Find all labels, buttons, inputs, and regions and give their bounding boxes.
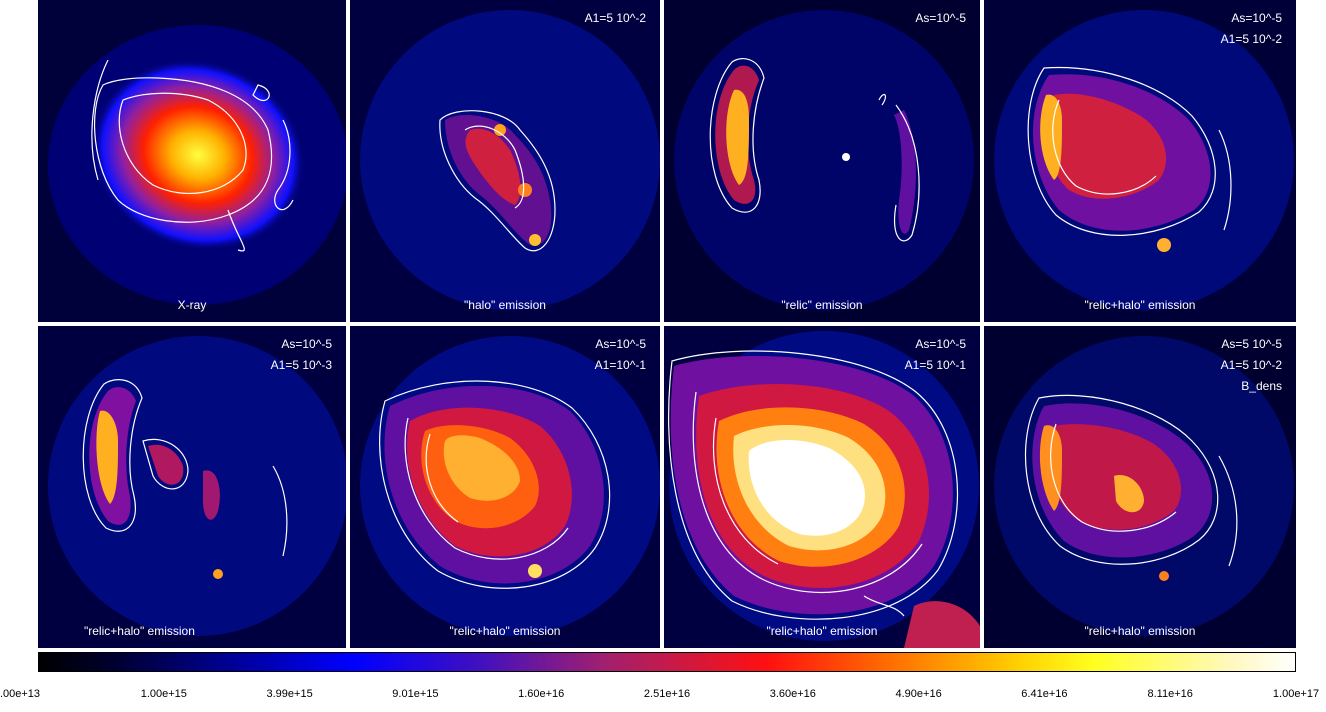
colorbar-tick-label: 6.41e+16 xyxy=(1021,688,1068,700)
colorbar-tick-label: 2.51e+16 xyxy=(643,688,691,700)
colorbar-tick-label: 9.01e+15 xyxy=(392,688,439,700)
panel-relichalo-c: As=10^-5 A1=10^-1 "relic+halo" emission xyxy=(350,326,660,648)
colorbar-tick-label: 1.60e+16 xyxy=(518,688,565,700)
panel-label-bottom: "relic+halo" emission xyxy=(766,624,878,638)
panel-label-top: As=10^-5 A1=5 10^-3 xyxy=(270,337,332,372)
panel-label-bottom: "relic+halo" emission xyxy=(1084,298,1196,312)
panel-halo: A1=5 10^-2 "halo" emission xyxy=(350,0,660,322)
panel-label-bottom: "halo" emission xyxy=(464,298,546,312)
relichalo-a-map xyxy=(984,0,1296,322)
relichalo-d-map xyxy=(664,326,980,648)
panel-label-top: As=10^-5 A1=10^-1 xyxy=(594,337,646,372)
panel-label-bottom: "relic+halo" emission xyxy=(449,624,561,638)
relichalo-c-map xyxy=(350,326,660,648)
panel-relic: As=10^-5 "relic" emission xyxy=(664,0,980,322)
panel-label-bottom: "relic+halo" emission xyxy=(1084,624,1196,638)
panel-label-bottom: X-ray xyxy=(177,298,207,312)
panel-relichalo-d: As=10^-5 A1=5 10^-1 "relic+halo" emission xyxy=(664,326,980,648)
panel-relichalo-a: As=10^-5 A1=5 10^-2 "relic+halo" emission xyxy=(984,0,1296,322)
colorbar-ticks: .00e+13 1.00e+15 3.99e+15 9.01e+15 1.60e+16 2… xyxy=(0,688,1326,708)
panel-label-top: As=10^-5 A1=5 10^-1 xyxy=(904,337,966,372)
panel-relichalo-e: As=5 10^-5 A1=5 10^-2 B_dens "relic+halo" … xyxy=(984,326,1296,648)
relic-map xyxy=(664,0,980,322)
panel-label-top: As=5 10^-5 A1=5 10^-2 B_dens xyxy=(1220,337,1282,393)
panel-relichalo-b: As=10^-5 A1=5 10^-3 "relic+halo" emission xyxy=(38,326,346,648)
xray-map xyxy=(38,0,346,322)
colorbar-tick-label: 8.11e+16 xyxy=(1147,688,1193,700)
panel-label-top: As=10^-5 A1=5 10^-2 xyxy=(1220,11,1282,46)
colorbar-tick-label: 1.00e+17 xyxy=(1272,688,1320,700)
panel-xray: X-ray xyxy=(38,0,346,322)
panel-label-bottom: "relic+halo" emission xyxy=(84,624,195,638)
colorbar-tick-label: 4.90e+16 xyxy=(895,688,942,700)
relichalo-e-map xyxy=(984,326,1296,648)
colorbar-tick-label: 1.00e+15 xyxy=(140,688,187,700)
halo-map xyxy=(350,0,660,322)
panel-label-top: A1=5 10^-2 xyxy=(584,11,646,25)
panel-label-bottom: "relic" emission xyxy=(781,298,863,312)
colorbar xyxy=(38,652,1296,672)
colorbar-tick-label: 3.99e+15 xyxy=(266,688,313,700)
colorbar-tick-label: .00e+13 xyxy=(0,688,41,700)
panel-label-top: As=10^-5 xyxy=(915,11,966,25)
colorbar-tick-label: 3.60e+16 xyxy=(769,688,816,700)
relichalo-b-map xyxy=(38,326,346,648)
